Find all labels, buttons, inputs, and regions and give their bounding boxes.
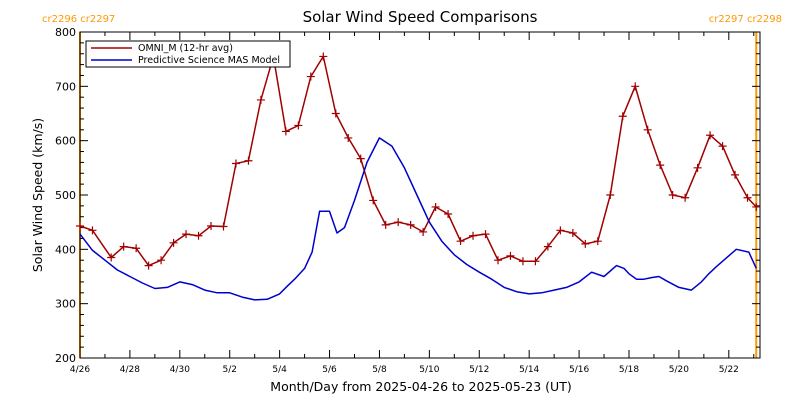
data-point-omni: [568, 229, 577, 238]
data-point-omni: [207, 221, 216, 230]
data-point-omni: [244, 156, 253, 165]
data-point-omni: [706, 131, 715, 140]
data-point-omni: [281, 127, 290, 136]
data-point-omni: [693, 163, 702, 172]
x-tick-label: 5/6: [322, 365, 337, 375]
data-point-omni: [556, 226, 565, 235]
data-point-omni: [157, 256, 166, 265]
data-point-omni: [76, 221, 84, 230]
x-tick-label: 5/20: [669, 365, 689, 375]
data-point-omni: [618, 112, 627, 121]
data-point-omni: [481, 230, 490, 239]
data-point-omni: [306, 72, 315, 81]
x-tick-label: 5/14: [519, 365, 539, 375]
legend-box: [85, 40, 291, 68]
data-point-omni: [331, 109, 340, 118]
x-tick-label: 4/28: [120, 365, 140, 375]
data-point-omni: [581, 239, 590, 248]
data-point-omni: [518, 257, 527, 266]
y-tick-label: 400: [55, 243, 76, 256]
x-tick-label: 5/4: [272, 365, 287, 375]
data-point-omni: [444, 210, 453, 219]
y-tick-label: 800: [55, 26, 76, 39]
data-point-omni: [344, 133, 353, 142]
y-tick-label: 500: [55, 189, 76, 202]
rotation-label: cr2296 cr2297: [42, 14, 115, 25]
x-tick-label: 5/12: [469, 365, 489, 375]
x-tick-label: 5/18: [619, 365, 639, 375]
x-tick-label: 5/8: [372, 365, 387, 375]
y-tick-label: 300: [55, 298, 76, 311]
x-axis-ticks: 4/26 4/28 4/30 5/2 5/4 5/6 5/8 5/10 5/12 5/14 5/16…: [70, 32, 755, 375]
data-point-omni: [169, 238, 178, 247]
data-point-omni: [319, 52, 328, 61]
y-axis-label: Solar Wind Speed (km/s): [30, 118, 45, 272]
rotation-label: cr2297 cr2298: [709, 14, 782, 25]
x-tick-label: 5/22: [719, 365, 739, 375]
legend: OMNI_M (12-hr avg) Predictive Science MA…: [85, 40, 291, 68]
data-point-omni: [107, 253, 116, 262]
data-point-omni: [132, 244, 141, 253]
data-point-omni: [88, 226, 97, 235]
data-point-omni: [506, 251, 515, 260]
legend-label-omni: OMNI_M (12-hr avg): [138, 43, 233, 54]
data-point-omni: [752, 202, 761, 211]
data-point-omni: [119, 242, 128, 251]
x-tick-label: 5/10: [419, 365, 439, 375]
data-point-omni: [431, 202, 440, 211]
chart-title: Solar Wind Speed Comparisons: [303, 8, 538, 26]
x-tick-label: 5/2: [222, 365, 236, 375]
data-point-omni: [394, 218, 403, 227]
data-point-omni: [381, 220, 390, 229]
data-point-omni: [531, 257, 540, 266]
data-point-omni: [406, 220, 415, 229]
data-point-omni: [356, 154, 365, 163]
data-point-omni: [144, 261, 153, 270]
x-tick-label: 4/30: [170, 365, 190, 375]
data-point-omni: [219, 222, 228, 231]
data-point-omni: [631, 82, 640, 91]
data-point-omni: [731, 170, 740, 179]
y-tick-label: 200: [55, 352, 76, 365]
legend-label-model: Predictive Science MAS Model: [138, 55, 280, 66]
x-tick-label: 4/26: [70, 365, 90, 375]
data-point-omni: [294, 121, 303, 130]
data-point-omni: [643, 125, 652, 134]
y-tick-label: 600: [55, 135, 76, 148]
x-axis-label: Month/Day from 2025-04-26 to 2025-05-23 …: [270, 379, 571, 394]
data-point-omni: [469, 231, 478, 240]
data-point-omni: [543, 242, 552, 251]
data-point-omni: [256, 95, 265, 104]
data-point-omni: [718, 142, 727, 151]
data-point-omni: [194, 231, 203, 240]
data-point-omni: [456, 237, 465, 246]
data-point-omni: [668, 191, 677, 199]
data-point-omni: [182, 230, 191, 239]
data-point-omni: [743, 193, 752, 202]
x-tick-label: 5/16: [569, 365, 589, 375]
data-point-omni: [419, 227, 428, 236]
data-point-omni: [681, 193, 690, 202]
series-layer: [76, 52, 761, 301]
data-point-omni: [606, 191, 615, 199]
series-line-model: [79, 137, 757, 301]
y-axis-ticks: 200 300 400 500 600 700 800: [55, 26, 760, 365]
data-point-omni: [493, 256, 502, 265]
data-point-omni: [231, 159, 240, 168]
data-point-omni: [593, 237, 602, 246]
y-tick-label: 700: [55, 80, 76, 93]
data-point-omni: [369, 196, 378, 205]
data-point-omni: [656, 161, 665, 170]
